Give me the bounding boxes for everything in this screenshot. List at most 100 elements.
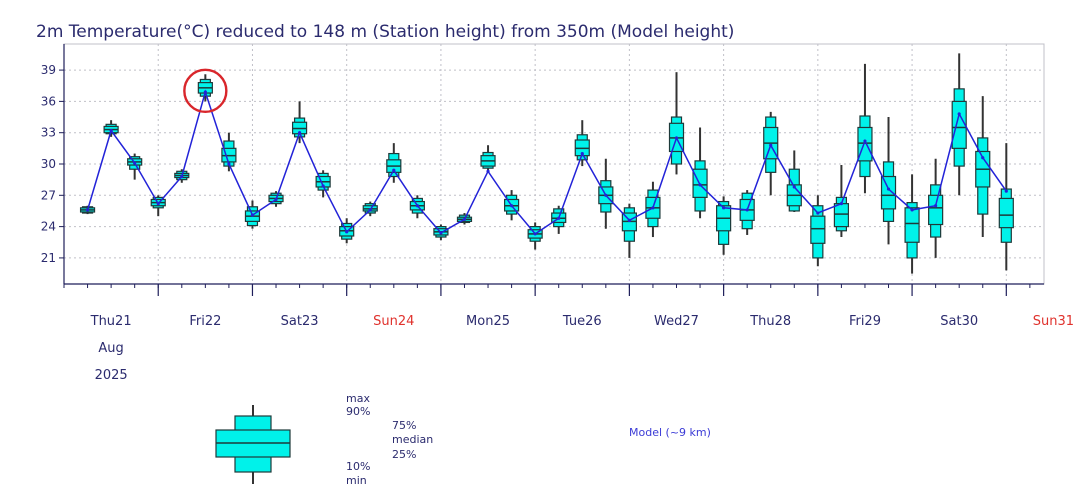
y-tick-label: 27: [41, 188, 56, 202]
ensemble-box: [197, 74, 213, 102]
model-point: [509, 204, 514, 208]
ensemble-box: [574, 120, 590, 167]
model-point: [297, 131, 302, 135]
y-axis: 21 24 27 30 33 36 39: [41, 44, 65, 284]
ensemble-boxes: [79, 53, 1014, 274]
legend-box-glyph: [215, 405, 291, 484]
x-month-label: Aug: [98, 341, 123, 356]
model-point: [274, 197, 278, 202]
x-day-label: Sun24: [373, 314, 414, 329]
x-day-label: Sun31: [1033, 314, 1074, 329]
model-point: [816, 211, 820, 215]
legend-min-label: min: [346, 474, 367, 487]
model-point: [368, 208, 372, 212]
x-year-label: 2025: [95, 368, 128, 383]
y-tick-label: 39: [41, 63, 56, 77]
ensemble-box: [527, 222, 543, 250]
legend-p25-label: 25%: [392, 448, 416, 461]
model-point: [698, 183, 702, 187]
ensemble-box: [103, 120, 119, 137]
x-day-label: Sat23: [281, 314, 319, 329]
legend-p90-label: 90%: [346, 405, 370, 418]
ensemble-box: [810, 195, 826, 267]
ensemble-box: [928, 158, 944, 258]
model-point: [109, 129, 113, 133]
box-25-75: [904, 207, 920, 243]
legend-median-label: median: [392, 433, 433, 446]
model-point: [863, 139, 867, 143]
highlight-circle: [183, 68, 228, 114]
box-25-75: [880, 175, 897, 210]
x-day-label: Sat30: [940, 314, 978, 329]
model-point: [533, 232, 537, 236]
model-point: [392, 168, 396, 172]
legend-p75-label: 75%: [392, 419, 416, 432]
model-point: [1004, 189, 1008, 193]
model-point: [910, 208, 914, 212]
model-point: [957, 112, 961, 116]
annotations: [183, 68, 228, 114]
x-day-label: Fri29: [849, 314, 881, 329]
x-day-label: Tue26: [562, 314, 602, 329]
model-point: [934, 204, 938, 208]
ensemble-box: [833, 165, 850, 238]
model-point: [250, 213, 255, 217]
ensemble-box: [692, 127, 708, 219]
x-day-label: Fri22: [189, 314, 221, 329]
x-day-label: Thu28: [749, 314, 791, 329]
legend-model-label: Model (~9 km): [629, 426, 711, 439]
ensemble-box: [315, 170, 331, 198]
model-point: [156, 202, 160, 206]
x-axis: Thu21 Fri22 Sat23 Sun24 Mon25 Tue26 Wed27 Thu28…: [63, 283, 1074, 383]
y-tick-label: 30: [41, 157, 56, 171]
model-line-layer: [85, 89, 1008, 236]
legend: max 90% 75% median 25% 10% min Model (~9…: [215, 392, 711, 487]
legend-p10-label: 10%: [346, 460, 370, 473]
ensemble-box: [480, 145, 496, 173]
model-line: [86, 89, 1007, 235]
model-point: [722, 206, 726, 210]
model-point: [439, 231, 443, 235]
grid: [64, 44, 1044, 284]
ensemble-box: [716, 196, 732, 255]
x-day-label: Thu21: [90, 314, 132, 329]
model-point: [227, 162, 231, 166]
ensemble-box: [998, 143, 1014, 271]
model-point: [745, 208, 749, 212]
x-day-label: Mon25: [466, 314, 510, 329]
model-point: [180, 174, 184, 179]
model-point: [981, 156, 985, 160]
ensemble-box: [975, 96, 991, 238]
y-tick-label: 21: [41, 251, 56, 265]
model-point: [415, 204, 419, 208]
model-point: [839, 202, 844, 206]
box-25-75: [928, 194, 944, 226]
y-tick-label: 24: [41, 220, 56, 234]
box-25-75: [833, 203, 850, 228]
legend-max-label: max: [346, 392, 370, 405]
legend-box-example: [215, 405, 291, 484]
model-point: [651, 206, 655, 210]
ensemble-box: [880, 117, 897, 245]
model-point: [321, 184, 325, 188]
model-point: [886, 187, 891, 191]
y-tick-label: 33: [41, 126, 56, 140]
chart-title: 2m Temperature(°C) reduced to 148 m (Sta…: [36, 22, 734, 42]
ensemble-box: [621, 203, 637, 258]
ensemble-box: [786, 150, 802, 212]
ensemble-box: [668, 72, 685, 175]
ensemble-box: [904, 174, 920, 274]
box-25-75: [810, 215, 826, 244]
ensemble-box: [291, 101, 308, 144]
model-point: [133, 161, 137, 165]
model-point: [203, 90, 207, 94]
box-25-75: [998, 197, 1014, 229]
model-point: [604, 193, 608, 197]
model-point: [557, 216, 561, 220]
box-25-75: [951, 100, 967, 149]
model-point: [580, 151, 584, 156]
model-point: [792, 185, 796, 189]
model-point: [627, 218, 631, 222]
ensemble-box: [857, 63, 873, 194]
